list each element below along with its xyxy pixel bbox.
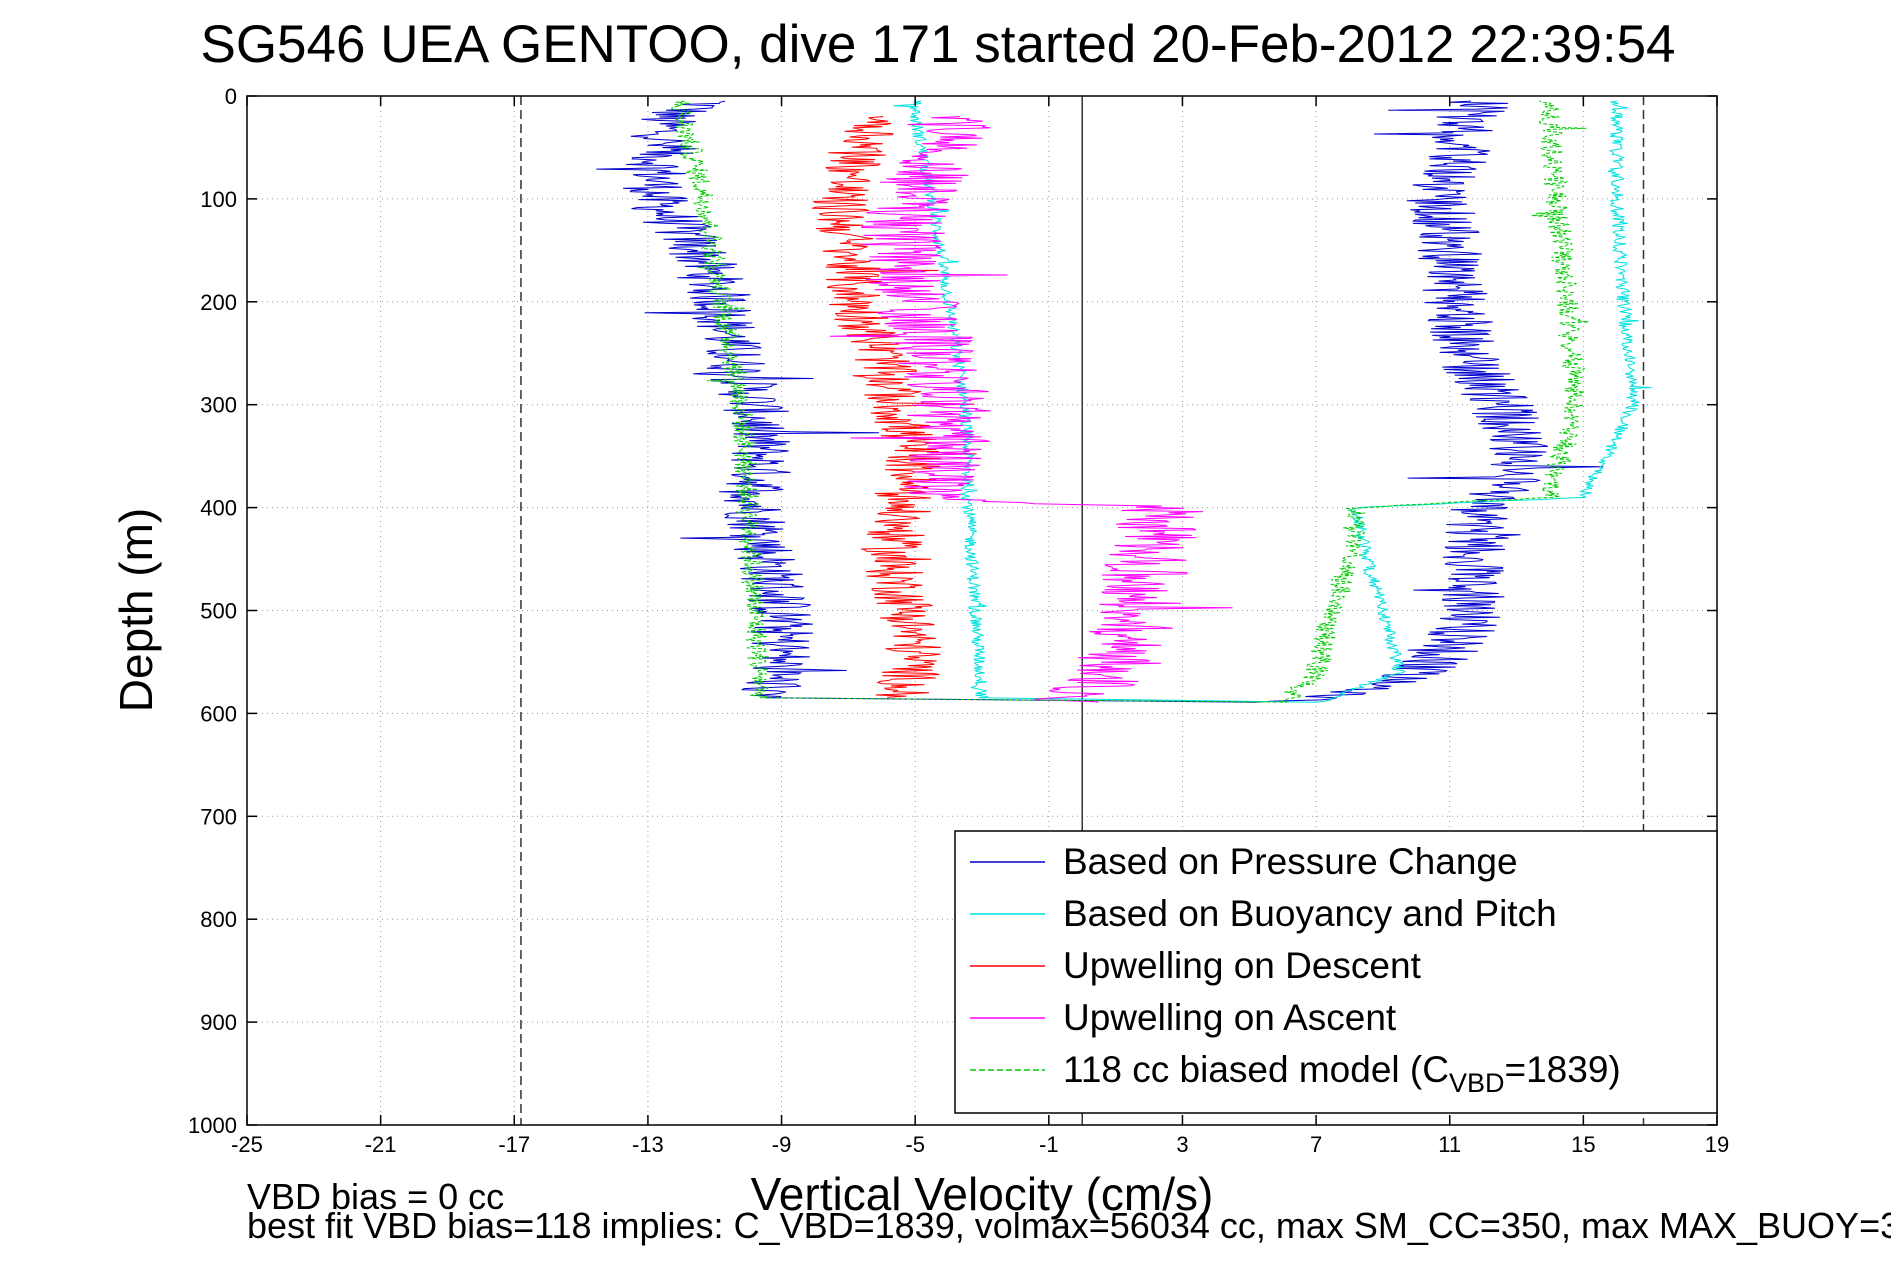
y-tick-label: 100 bbox=[200, 187, 237, 212]
y-tick-label: 600 bbox=[200, 701, 237, 726]
legend-label: Upwelling on Ascent bbox=[1063, 997, 1397, 1038]
y-tick-label: 0 bbox=[225, 84, 237, 109]
x-axis-label: Vertical Velocity (cm/s) bbox=[751, 1168, 1214, 1220]
series-line bbox=[812, 116, 977, 698]
y-tick-label: 900 bbox=[200, 1010, 237, 1035]
series-layer bbox=[596, 100, 1652, 704]
vbd-bias-note: VBD bias = 0 cc bbox=[247, 1176, 504, 1217]
x-tick-label: -9 bbox=[772, 1132, 792, 1157]
chart-title: SG546 UEA GENTOO, dive 171 started 20-Fe… bbox=[200, 15, 1675, 74]
x-tick-label: 15 bbox=[1571, 1132, 1595, 1157]
chart-legend: Based on Pressure Change Based on Buoyanc… bbox=[954, 830, 1718, 1114]
series-line bbox=[671, 100, 1589, 703]
x-tick-label: 19 bbox=[1705, 1132, 1729, 1157]
series-line bbox=[596, 100, 1604, 703]
x-tick-label: -5 bbox=[905, 1132, 925, 1157]
series-5 bbox=[671, 100, 1589, 703]
y-tick-label: 700 bbox=[200, 804, 237, 829]
legend-label: Upwelling on Descent bbox=[1063, 945, 1422, 986]
series-line bbox=[893, 100, 1652, 703]
legend-label: 118 cc biased model (CVBD=1839) bbox=[1063, 1049, 1621, 1098]
x-tick-label: -17 bbox=[498, 1132, 530, 1157]
y-tick-label: 300 bbox=[200, 393, 237, 418]
y-axis-label: Depth (m) bbox=[110, 508, 162, 712]
y-tick-label: 200 bbox=[200, 290, 237, 315]
y-tick-label: 1000 bbox=[188, 1113, 237, 1138]
y-tick-label: 800 bbox=[200, 907, 237, 932]
x-tick-label: 7 bbox=[1310, 1132, 1322, 1157]
series-2 bbox=[893, 100, 1652, 703]
legend-label: Based on Buoyancy and Pitch bbox=[1063, 893, 1557, 934]
y-tick-label: 500 bbox=[200, 599, 237, 624]
series-line bbox=[829, 116, 1233, 704]
best-fit-note: best fit VBD bias=118 implies: C_VBD=183… bbox=[247, 1205, 1891, 1246]
series-1 bbox=[596, 100, 1604, 703]
x-tick-label: -1 bbox=[1039, 1132, 1059, 1157]
x-tick-label: 11 bbox=[1438, 1132, 1461, 1157]
axis-layer: -25 -21 -17 -13 -9 -5 -1 3 7 11 15 1901002003004005… bbox=[188, 84, 1729, 1157]
y-tick-label: 400 bbox=[200, 496, 237, 521]
series-4 bbox=[829, 116, 1233, 704]
x-tick-label: -13 bbox=[632, 1132, 664, 1157]
x-tick-label: 3 bbox=[1176, 1132, 1188, 1157]
legend-box bbox=[954, 830, 1718, 1114]
legend-label: Based on Pressure Change bbox=[1063, 841, 1518, 882]
x-tick-label: -25 bbox=[231, 1132, 263, 1157]
series-3 bbox=[812, 116, 977, 698]
x-tick-label: -21 bbox=[365, 1132, 397, 1157]
